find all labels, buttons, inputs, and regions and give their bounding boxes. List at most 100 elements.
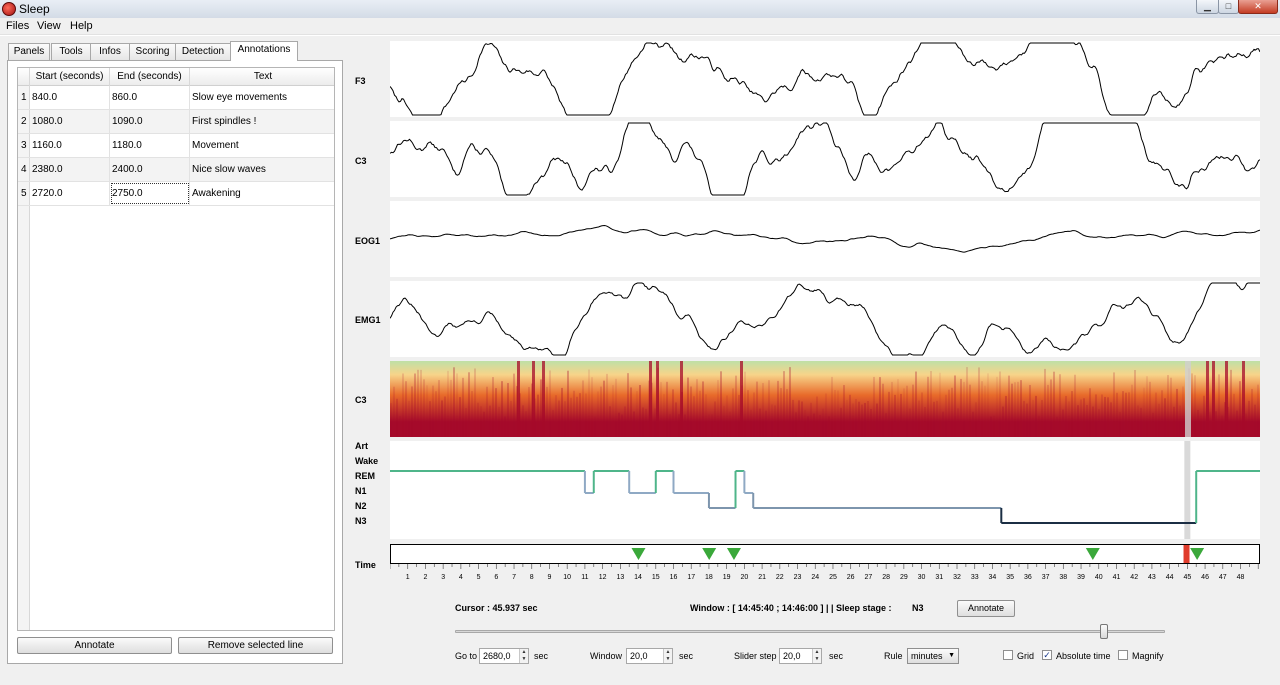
spectrogram-column bbox=[885, 413, 887, 437]
spectrogram-column bbox=[837, 390, 839, 437]
stage-label-n3: N3 bbox=[355, 516, 367, 526]
spectrogram-column bbox=[645, 408, 647, 437]
spectrogram-column bbox=[1125, 392, 1127, 437]
spectrogram-column bbox=[696, 379, 698, 437]
menu-view[interactable]: View bbox=[37, 20, 61, 32]
ruler-tick-label: 36 bbox=[1024, 574, 1032, 581]
text-cell[interactable]: First spindles ! bbox=[192, 116, 257, 127]
window-stepper[interactable]: ▲ ▼ bbox=[663, 649, 672, 663]
tab-infos[interactable]: Infos bbox=[90, 43, 130, 60]
end-cell[interactable]: 860.0 bbox=[110, 86, 190, 109]
spectrogram-column bbox=[393, 386, 395, 437]
spectrogram-column bbox=[1230, 369, 1232, 437]
start-cell[interactable]: 1160.0 bbox=[30, 134, 110, 157]
spectrogram-column bbox=[507, 383, 509, 437]
table-header: Start (seconds) End (seconds) Text bbox=[18, 68, 334, 86]
spectrogram-column bbox=[603, 380, 605, 437]
spectrogram-column bbox=[633, 411, 635, 437]
trace-emg1[interactable] bbox=[389, 281, 1260, 357]
spectrogram-column bbox=[486, 386, 488, 437]
spectrogram-column bbox=[1143, 387, 1145, 437]
spectrogram-column bbox=[894, 394, 896, 437]
spectrogram-column bbox=[1035, 395, 1037, 437]
row-number[interactable]: 2 bbox=[18, 110, 30, 133]
tab-annotations[interactable]: Annotations bbox=[230, 41, 298, 61]
magnify-checkbox[interactable] bbox=[1118, 650, 1128, 660]
table-row[interactable]: 2 1080.0 1090.0 First spindles ! bbox=[18, 110, 334, 134]
absolute-time-checkbox[interactable]: ✓ bbox=[1042, 650, 1052, 660]
time-label: Time bbox=[355, 560, 376, 570]
end-cell[interactable]: 2750.0 bbox=[110, 182, 190, 205]
table-row[interactable]: 4 2380.0 2400.0 Nice slow waves bbox=[18, 158, 334, 182]
spectrogram-column bbox=[909, 408, 911, 437]
row-number[interactable]: 4 bbox=[18, 158, 30, 181]
stage-label-wake: Wake bbox=[355, 456, 379, 466]
annotate-button-main[interactable]: Annotate bbox=[957, 600, 1015, 617]
text-cell[interactable]: Nice slow waves bbox=[192, 164, 266, 175]
minimize-button[interactable]: ▁ bbox=[1196, 0, 1219, 14]
close-button[interactable]: ✕ bbox=[1238, 0, 1278, 14]
spectrogram[interactable] bbox=[390, 361, 1260, 437]
spectrogram-column bbox=[498, 406, 500, 437]
start-cell[interactable]: 840.0 bbox=[30, 86, 110, 109]
spectrogram-artifact bbox=[532, 361, 535, 437]
spectrogram-column bbox=[729, 411, 731, 437]
trace-eog1[interactable] bbox=[389, 201, 1261, 277]
tab-panels[interactable]: Panels bbox=[8, 43, 50, 60]
end-cell[interactable]: 2400.0 bbox=[110, 158, 190, 181]
row-number[interactable]: 5 bbox=[18, 182, 30, 205]
stage-label-n1: N1 bbox=[355, 486, 367, 496]
spectrogram-artifact bbox=[656, 361, 659, 437]
end-cell[interactable]: 1090.0 bbox=[110, 110, 190, 133]
row-number[interactable]: 1 bbox=[18, 86, 30, 109]
window-input[interactable]: 20,0 ▲ ▼ bbox=[626, 648, 673, 664]
trace-c3[interactable] bbox=[389, 121, 1261, 197]
goto-input[interactable]: 2680,0 ▲ ▼ bbox=[479, 648, 529, 664]
trace-f3[interactable] bbox=[389, 41, 1261, 117]
rule-select[interactable]: minutes ▼ bbox=[907, 648, 959, 664]
time-slider[interactable] bbox=[455, 630, 1165, 633]
header-start[interactable]: Start (seconds) bbox=[30, 68, 110, 86]
tab-scoring[interactable]: Scoring bbox=[129, 43, 176, 60]
remove-selected-line-button[interactable]: Remove selected line bbox=[178, 637, 333, 654]
annotate-button[interactable]: Annotate bbox=[17, 637, 172, 654]
goto-stepper[interactable]: ▲ ▼ bbox=[519, 649, 528, 663]
timeline-bar[interactable] bbox=[390, 544, 1260, 564]
spectrogram-column bbox=[1107, 397, 1109, 437]
table-row[interactable]: 1 840.0 860.0 Slow eye movements bbox=[18, 86, 334, 110]
spectrogram-column bbox=[396, 398, 398, 437]
menu-help[interactable]: Help bbox=[70, 20, 93, 32]
row-number[interactable]: 3 bbox=[18, 134, 30, 157]
slider-step-stepper[interactable]: ▲ ▼ bbox=[812, 649, 821, 663]
tab-tools[interactable]: Tools bbox=[51, 43, 91, 60]
ruler-tick-label: 14 bbox=[634, 574, 642, 581]
start-cell[interactable]: 1080.0 bbox=[30, 110, 110, 133]
time-slider-handle[interactable] bbox=[1100, 624, 1108, 639]
tab-detection[interactable]: Detection bbox=[175, 43, 231, 60]
spectrogram-column bbox=[1155, 392, 1157, 437]
table-row[interactable]: 5 2720.0 2750.0 Awakening bbox=[18, 182, 334, 206]
text-cell[interactable]: Slow eye movements bbox=[192, 92, 288, 103]
grid-checkbox[interactable] bbox=[1003, 650, 1013, 660]
maximize-button[interactable]: □ bbox=[1218, 0, 1239, 14]
spectrogram-column bbox=[759, 408, 761, 437]
hypnogram[interactable] bbox=[390, 441, 1260, 539]
spectrogram-column bbox=[1056, 416, 1058, 437]
spectrogram-column bbox=[1248, 400, 1250, 437]
ruler-tick-label: 35 bbox=[1006, 574, 1014, 581]
annotations-table[interactable]: Start (seconds) End (seconds) Text 1 840… bbox=[17, 67, 335, 631]
header-text[interactable]: Text bbox=[253, 71, 273, 82]
text-cell[interactable]: Movement bbox=[192, 140, 239, 151]
start-cell[interactable]: 2380.0 bbox=[30, 158, 110, 181]
header-end[interactable]: End (seconds) bbox=[110, 68, 190, 86]
slider-step-input[interactable]: 20,0 ▲ ▼ bbox=[779, 648, 822, 664]
text-cell[interactable]: Awakening bbox=[192, 188, 241, 199]
spectrogram-column bbox=[570, 397, 572, 437]
start-cell[interactable]: 2720.0 bbox=[30, 182, 110, 205]
end-cell[interactable]: 1180.0 bbox=[110, 134, 190, 157]
table-row[interactable]: 3 1160.0 1180.0 Movement bbox=[18, 134, 334, 158]
spectrogram-column bbox=[849, 394, 851, 437]
spectrogram-column bbox=[999, 371, 1001, 437]
header-corner[interactable] bbox=[18, 68, 30, 86]
menu-files[interactable]: Files bbox=[6, 20, 30, 32]
